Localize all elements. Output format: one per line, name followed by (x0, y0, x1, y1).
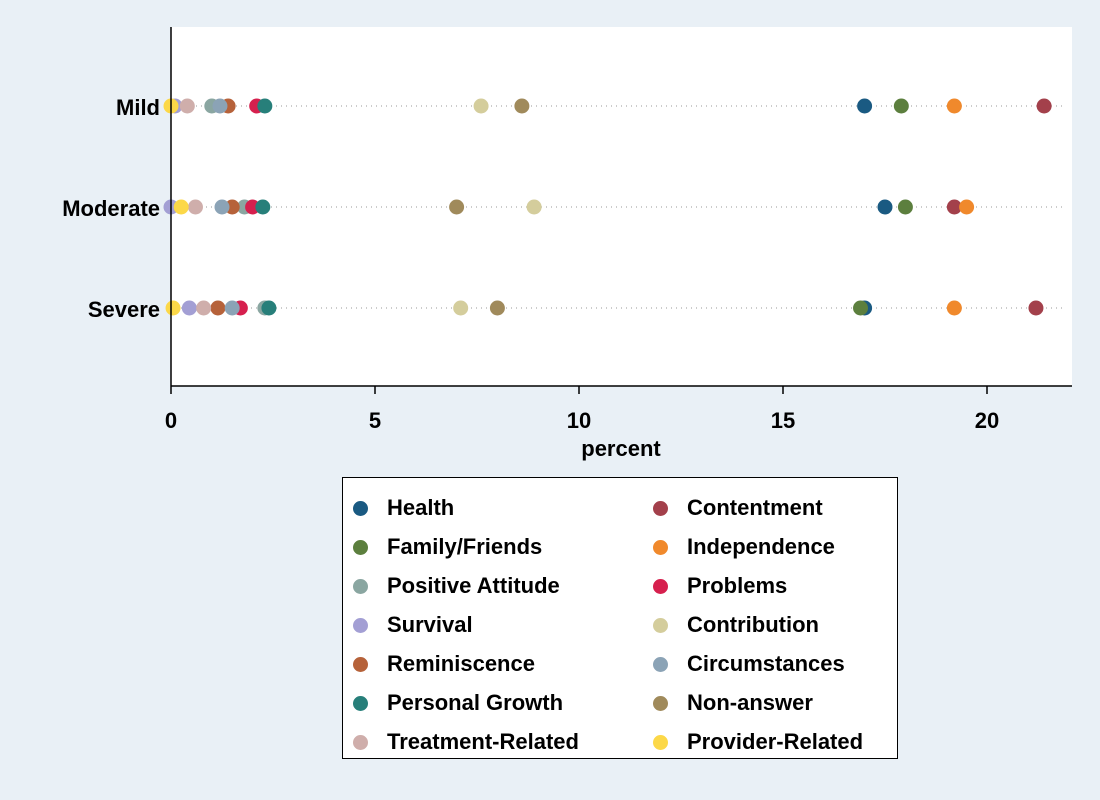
legend-label-contribution: Contribution (687, 612, 819, 637)
point-health-moderate (877, 199, 893, 215)
point-contentment-mild (1036, 98, 1052, 114)
x-tick-label-5: 5 (369, 408, 381, 433)
legend-label-family-friends: Family/Friends (387, 534, 543, 559)
point-personal-growth-moderate (255, 199, 271, 215)
point-non-answer-mild (514, 98, 530, 114)
point-circumstances-mild (212, 98, 228, 114)
legend-label-personal-growth: Personal Growth (387, 690, 564, 715)
legend-item-circumstances: Circumstances (653, 649, 845, 679)
category-label-severe: Severe (88, 297, 160, 322)
point-survival-severe (181, 300, 197, 316)
legend-label-treatment-related: Treatment-Related (387, 729, 579, 754)
legend-item-contentment: Contentment (653, 493, 823, 523)
legend-swatch-positive-attitude (353, 578, 368, 594)
legend-label-independence: Independence (687, 534, 835, 559)
category-label-mild: Mild (116, 95, 160, 120)
legend-swatch-independence (653, 539, 668, 555)
legend-label-contentment: Contentment (687, 495, 823, 520)
legend-item-health: Health (353, 493, 454, 523)
legend-label-non-answer: Non-answer (687, 690, 813, 715)
legend-label-positive-attitude: Positive Attitude (387, 573, 560, 598)
point-family-friends-severe (853, 300, 869, 316)
legend: Health Contentment Family/Friends Independe… (342, 477, 898, 759)
x-tick-label-10: 10 (567, 408, 591, 433)
category-label-moderate: Moderate (62, 196, 160, 221)
legend-item-positive-attitude: Positive Attitude (353, 571, 560, 601)
point-contribution-mild (473, 98, 489, 114)
legend-item-family-friends: Family/Friends (353, 532, 542, 562)
legend-label-problems: Problems (687, 573, 788, 598)
point-non-answer-severe (489, 300, 505, 316)
legend-swatch-health (353, 500, 368, 516)
point-personal-growth-severe (261, 300, 277, 316)
x-tick-label-20: 20 (975, 408, 999, 433)
legend-item-provider-related: Provider-Related (653, 727, 863, 757)
point-independence-mild (946, 98, 962, 114)
legend-swatch-survival (353, 617, 368, 633)
point-circumstances-moderate (214, 199, 230, 215)
x-tick-label-15: 15 (771, 408, 795, 433)
legend-label-provider-related: Provider-Related (687, 729, 864, 754)
legend-swatch-reminiscence (353, 656, 368, 672)
legend-label-circumstances: Circumstances (687, 651, 845, 676)
point-treatment-related-moderate (187, 199, 203, 215)
point-contentment-severe (1028, 300, 1044, 316)
legend-swatch-treatment-related (353, 734, 368, 750)
point-non-answer-moderate (449, 199, 465, 215)
legend-label-health: Health (387, 495, 455, 520)
legend-item-survival: Survival (353, 610, 473, 640)
legend-swatch-non-answer (653, 695, 668, 711)
legend-item-problems: Problems (653, 571, 787, 601)
point-family-friends-mild (893, 98, 909, 114)
point-provider-related-moderate (173, 199, 189, 215)
point-independence-severe (946, 300, 962, 316)
legend-label-reminiscence: Reminiscence (387, 651, 535, 676)
legend-swatch-family-friends (353, 539, 368, 555)
point-provider-related-severe (165, 300, 181, 316)
legend-swatch-contentment (653, 500, 668, 516)
point-family-friends-moderate (897, 199, 913, 215)
point-contribution-severe (453, 300, 469, 316)
legend-swatch-contribution (653, 617, 668, 633)
legend-swatch-circumstances (653, 656, 668, 672)
legend-item-non-answer: Non-answer (653, 688, 813, 718)
legend-swatch-personal-growth (353, 695, 368, 711)
x-axis-title: percent (581, 436, 661, 461)
point-contentment-moderate (946, 199, 962, 215)
point-contribution-moderate (526, 199, 542, 215)
point-personal-growth-mild (257, 98, 273, 114)
point-circumstances-severe (224, 300, 240, 316)
legend-label-survival: Survival (387, 612, 473, 637)
point-health-mild (857, 98, 873, 114)
legend-item-contribution: Contribution (653, 610, 819, 640)
legend-item-reminiscence: Reminiscence (353, 649, 535, 679)
legend-swatch-provider-related (653, 734, 668, 750)
legend-item-personal-growth: Personal Growth (353, 688, 563, 718)
legend-item-independence: Independence (653, 532, 835, 562)
x-tick-label-0: 0 (165, 408, 177, 433)
legend-item-treatment-related: Treatment-Related (353, 727, 579, 757)
point-independence-moderate (959, 199, 975, 215)
point-treatment-related-mild (179, 98, 195, 114)
legend-swatch-problems (653, 578, 668, 594)
point-treatment-related-severe (196, 300, 212, 316)
point-reminiscence-severe (210, 300, 226, 316)
